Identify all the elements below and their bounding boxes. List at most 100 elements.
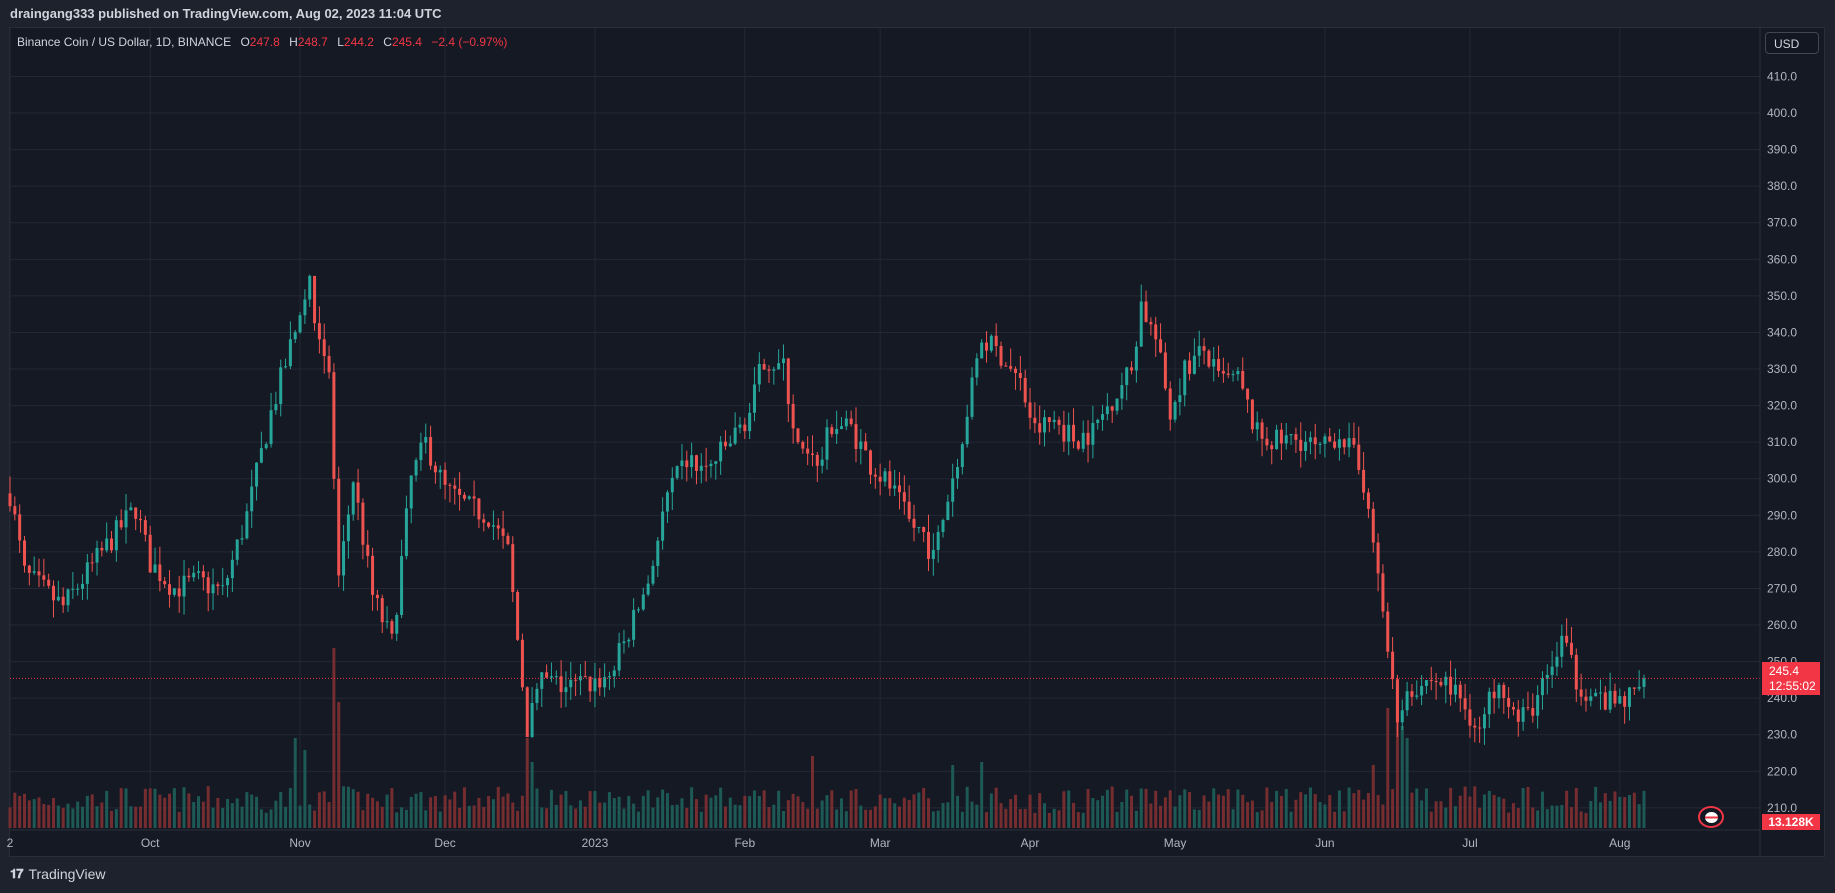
- candle-body: [956, 467, 960, 479]
- volume-bar: [1221, 795, 1225, 828]
- candle-body: [830, 427, 834, 435]
- candle-body: [1134, 346, 1138, 371]
- volume-bar: [1449, 787, 1453, 828]
- volume-bar: [1076, 812, 1080, 828]
- volume-bar: [1352, 793, 1356, 828]
- candle-body: [670, 477, 674, 493]
- candle-body: [675, 466, 679, 478]
- volume-bar: [1009, 799, 1013, 828]
- volume-bar: [632, 803, 636, 828]
- volume-bar: [211, 807, 215, 828]
- volume-bar: [825, 795, 829, 828]
- candle-body: [1072, 424, 1076, 442]
- volume-bar: [1217, 794, 1221, 828]
- candle-body: [1120, 385, 1124, 399]
- volume-bar: [1313, 794, 1317, 828]
- candle-body: [1144, 301, 1148, 322]
- candle-body: [893, 485, 897, 489]
- candle-body: [1275, 429, 1279, 450]
- high-value: 248.7: [297, 35, 328, 49]
- candle-body: [994, 335, 998, 347]
- volume-bar: [598, 802, 602, 828]
- volume-bar: [134, 806, 138, 828]
- candle-body: [1371, 508, 1375, 543]
- candle-body: [361, 502, 365, 545]
- candle-body: [719, 441, 723, 462]
- candle-body: [1565, 635, 1569, 643]
- candle-body: [1043, 417, 1047, 433]
- candle-body: [902, 492, 906, 502]
- candle-body: [646, 583, 650, 595]
- volume-bar: [1526, 786, 1530, 828]
- footer-brand[interactable]: 𝟏𝟕 TradingView: [10, 866, 106, 882]
- volume-bar: [1284, 788, 1288, 828]
- candle-body: [806, 448, 810, 454]
- volume-bar: [854, 788, 858, 828]
- volume-bar: [56, 805, 60, 828]
- candle-body: [690, 455, 694, 468]
- volume-bar: [375, 801, 379, 828]
- candle-body: [1188, 360, 1192, 374]
- volume-bar: [1308, 787, 1312, 828]
- candle-body: [1110, 406, 1114, 411]
- volume-bar: [1574, 788, 1578, 828]
- candle-body: [419, 442, 423, 461]
- candle-body: [545, 672, 549, 678]
- volume-bar: [1173, 806, 1177, 828]
- candle-body: [1062, 424, 1066, 442]
- volume-bar: [641, 795, 645, 828]
- candle-body: [1627, 687, 1631, 707]
- candle-body: [1047, 417, 1051, 423]
- candle-body: [153, 564, 157, 573]
- candle-body: [114, 520, 118, 551]
- volume-bar: [849, 790, 853, 828]
- candle-body: [308, 275, 312, 300]
- candle-body: [1410, 691, 1414, 697]
- volume-bar: [685, 807, 689, 828]
- candle-body: [429, 436, 433, 466]
- candle-body: [786, 358, 790, 405]
- candle-body: [235, 539, 239, 560]
- candle-body: [1507, 697, 1511, 707]
- volume-bar: [487, 796, 491, 828]
- candle-body: [187, 575, 191, 578]
- volume-bar: [1386, 708, 1390, 828]
- volume-bar: [1603, 793, 1607, 828]
- volume-bar: [1043, 803, 1047, 828]
- volume-bar: [308, 804, 312, 828]
- volume-bar: [1560, 805, 1564, 828]
- volume-bar: [690, 787, 694, 828]
- candle-body: [380, 598, 384, 623]
- volume-bar: [1231, 809, 1235, 828]
- close-value: 245.4: [391, 35, 422, 49]
- candle-body: [1444, 676, 1448, 686]
- candle-body: [221, 585, 225, 587]
- volume-bar: [477, 797, 481, 828]
- volume-bar: [1202, 795, 1206, 828]
- volume-bar: [530, 762, 534, 828]
- volume-bar: [1429, 811, 1433, 828]
- volume-bar: [675, 804, 679, 828]
- candle-body: [743, 424, 747, 432]
- volume-bar: [627, 795, 631, 828]
- candle-body: [723, 441, 727, 447]
- candle-body: [313, 275, 317, 324]
- currency-button[interactable]: USD: [1765, 32, 1819, 54]
- volume-bar: [1376, 795, 1380, 828]
- volume-bar: [1555, 805, 1559, 828]
- candle-body: [960, 444, 964, 468]
- volume-bar: [1497, 796, 1501, 828]
- candle-body: [820, 459, 824, 466]
- volume-bar: [163, 797, 167, 828]
- volume-bar: [346, 786, 350, 828]
- us-flag-icon[interactable]: [1698, 806, 1724, 828]
- volume-bar: [462, 787, 466, 828]
- candle-body: [1589, 696, 1593, 701]
- price-tick-label: 410.0: [1767, 69, 1797, 83]
- price-tick-label: 340.0: [1767, 325, 1797, 339]
- candle-body: [535, 688, 539, 703]
- volume-bar: [1342, 811, 1346, 828]
- symbol-legend[interactable]: Binance Coin / US Dollar, 1D, BINANCE O2…: [17, 35, 507, 49]
- volume-bar: [1188, 792, 1192, 828]
